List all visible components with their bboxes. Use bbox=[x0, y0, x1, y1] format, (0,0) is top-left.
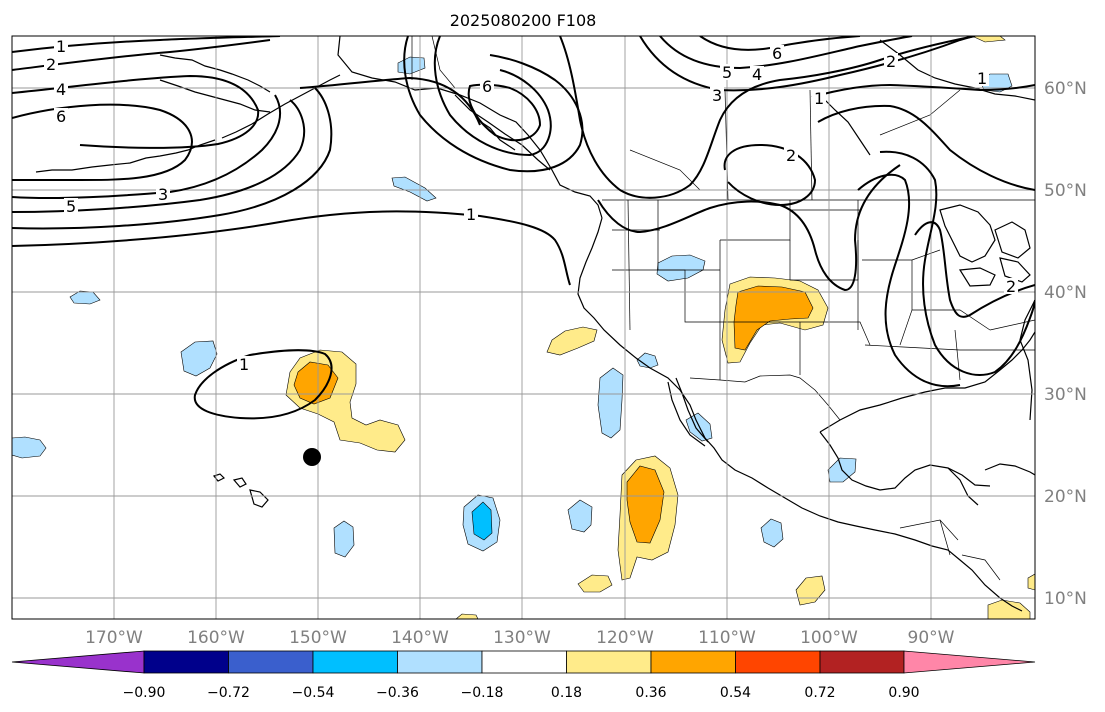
neg-region-core-east bbox=[471, 501, 493, 541]
contour-label: 5 bbox=[722, 63, 732, 82]
borders bbox=[411, 36, 1035, 581]
lon-label: 150°W bbox=[289, 628, 347, 648]
colorbar-tick-label: −0.36 bbox=[376, 685, 419, 701]
lat-label: 20°N bbox=[1044, 487, 1087, 507]
contour-label: 1 bbox=[814, 89, 824, 108]
colorbar-segment bbox=[566, 650, 652, 674]
colorbar-ticks: −0.90 −0.72 −0.54 −0.36 −0.18 0.18 0.36 … bbox=[123, 685, 920, 701]
pos-region-pacific-offshore bbox=[546, 326, 598, 356]
lon-label: 160°W bbox=[187, 628, 245, 648]
colorbar-segment bbox=[397, 650, 483, 674]
neg-region-west-edge bbox=[12, 436, 47, 459]
colorbar-segment bbox=[819, 650, 905, 674]
neg-region-hawaii-s bbox=[333, 520, 355, 558]
colorbar-tick-label: 0.54 bbox=[720, 685, 751, 701]
figure-title: 2025080200 F108 bbox=[450, 11, 597, 30]
neg-region-pacific-c bbox=[180, 340, 218, 377]
colorbar-extend-low bbox=[11, 650, 145, 674]
neg-region-pacific-s bbox=[567, 499, 593, 533]
latitude-labels: 60°N 50°N 40°N 30°N 20°N 10°N bbox=[1044, 79, 1087, 609]
lon-label: 90°W bbox=[908, 628, 955, 648]
neg-region-pacific-ne bbox=[597, 367, 624, 439]
map-panel: 1 2 4 6 5 3 6 3 5 4 6 2 1 1 bbox=[12, 36, 1035, 619]
contour-label: 2 bbox=[886, 52, 896, 71]
lon-label: 170°W bbox=[85, 628, 143, 648]
contour-label: 4 bbox=[56, 80, 66, 99]
contour-label: 6 bbox=[56, 107, 66, 126]
contours bbox=[12, 36, 1035, 420]
contour-label: 4 bbox=[752, 65, 762, 84]
pos-region-central-pacific-core bbox=[293, 361, 339, 405]
pos-region-right-edge bbox=[1027, 573, 1035, 591]
lon-label: 110°W bbox=[698, 628, 756, 648]
pos-region-east-pacific-core bbox=[626, 465, 665, 544]
contour-label: 1 bbox=[56, 37, 66, 56]
lat-label: 40°N bbox=[1044, 283, 1087, 303]
contour-label: 1 bbox=[239, 355, 249, 374]
colorbar-tick-label: 0.18 bbox=[551, 685, 582, 701]
contour-label: 2 bbox=[1006, 277, 1016, 296]
neg-region-off-bc bbox=[391, 176, 437, 202]
lon-label: 140°W bbox=[391, 628, 449, 648]
pos-region-pacific-far-s bbox=[577, 574, 613, 593]
colorbar-extend-high bbox=[903, 650, 1036, 674]
colorbar-tick-label: −0.90 bbox=[123, 685, 166, 701]
longitude-labels: 170°W 160°W 150°W 140°W 130°W 120°W 110°… bbox=[85, 628, 955, 648]
lat-label: 30°N bbox=[1044, 385, 1087, 405]
shading-layer bbox=[12, 36, 1035, 619]
contour-label: 1 bbox=[466, 205, 476, 224]
contour-label: 6 bbox=[772, 44, 782, 63]
colorbar-segment bbox=[735, 650, 821, 674]
colorbar-tick-label: −0.18 bbox=[461, 685, 504, 701]
colorbar-segment bbox=[143, 650, 229, 674]
lon-label: 130°W bbox=[493, 628, 551, 648]
neg-region-pacific-w bbox=[69, 290, 101, 305]
lat-label: 60°N bbox=[1044, 79, 1087, 99]
colorbar-segment bbox=[650, 650, 736, 674]
colorbar-tick-label: 0.36 bbox=[635, 685, 666, 701]
contour-label: 3 bbox=[712, 86, 722, 105]
contour-label: 2 bbox=[786, 146, 796, 165]
contour-label: 1 bbox=[977, 69, 987, 88]
contour-label: 5 bbox=[66, 197, 76, 216]
lon-label: 100°W bbox=[800, 628, 858, 648]
lat-label: 50°N bbox=[1044, 181, 1087, 201]
pos-region-southwest-us-core bbox=[733, 285, 814, 351]
storm-center-marker bbox=[303, 448, 321, 466]
pos-region-hudson bbox=[971, 36, 1006, 43]
colorbar-tick-label: −0.54 bbox=[292, 685, 335, 701]
contour-label: 3 bbox=[158, 185, 168, 204]
colorbar-segment bbox=[312, 650, 398, 674]
colorbar-segment bbox=[228, 650, 314, 674]
map-frame bbox=[11, 35, 1036, 620]
neg-region-baja-coast bbox=[636, 352, 659, 369]
colorbar-tick-label: −0.72 bbox=[207, 685, 250, 701]
neg-region-mexico-w bbox=[760, 518, 784, 548]
lat-label: 10°N bbox=[1044, 589, 1087, 609]
colorbar-tick-label: 0.90 bbox=[888, 685, 919, 701]
pos-region-south-center bbox=[455, 613, 479, 619]
colorbar-tick-label: 0.72 bbox=[804, 685, 835, 701]
colorbar bbox=[11, 650, 1036, 674]
contour-labels: 1 2 4 6 5 3 6 3 5 4 6 2 1 1 bbox=[44, 37, 1018, 374]
contour-label: 2 bbox=[46, 55, 56, 74]
contour-label: 6 bbox=[482, 77, 492, 96]
colorbar-segment bbox=[481, 650, 567, 674]
lon-label: 120°W bbox=[596, 628, 654, 648]
